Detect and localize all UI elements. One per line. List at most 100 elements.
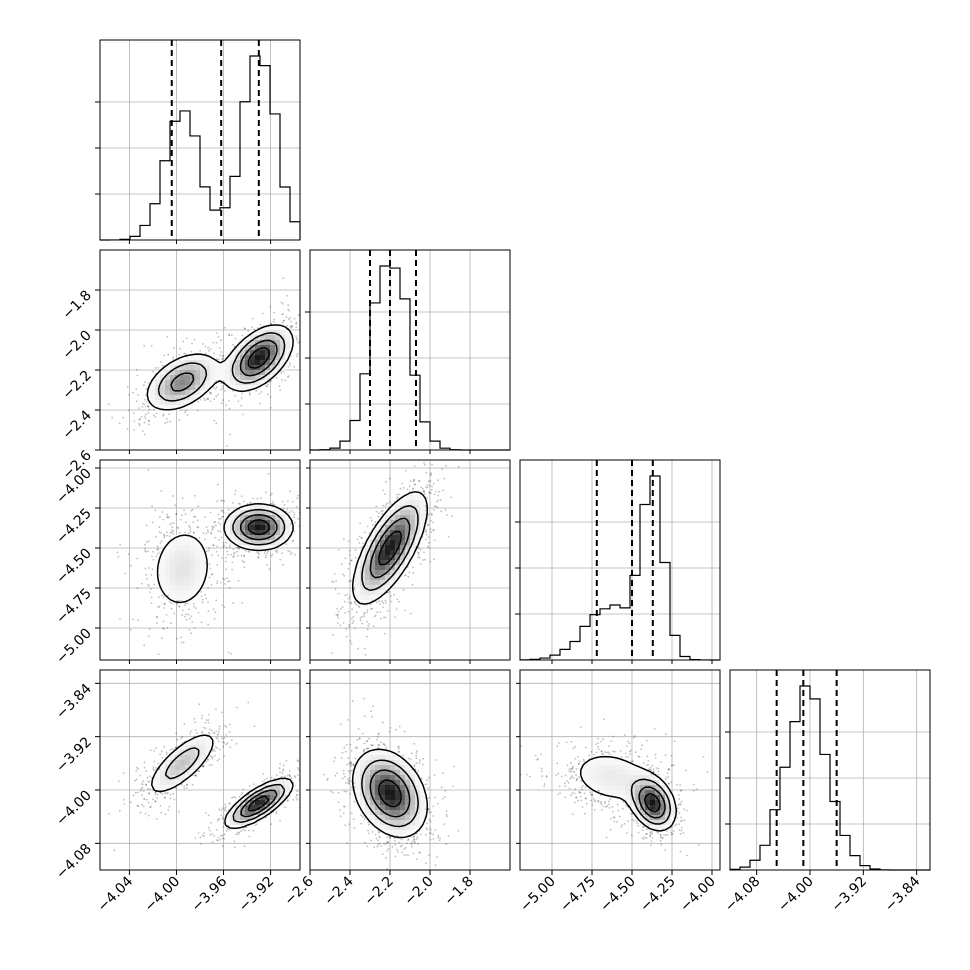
scatter-point bbox=[151, 521, 154, 524]
scatter-point bbox=[335, 523, 337, 525]
density-cell bbox=[260, 365, 266, 371]
scatter-point bbox=[291, 552, 293, 554]
scatter-point bbox=[166, 627, 169, 629]
scatter-point bbox=[207, 398, 210, 401]
scatter-point bbox=[217, 530, 220, 532]
scatter-point bbox=[218, 538, 221, 541]
scatter-point bbox=[370, 607, 372, 610]
density-cell bbox=[265, 340, 271, 346]
density-cell bbox=[160, 565, 166, 571]
scatter-point bbox=[148, 585, 150, 587]
scatter-point bbox=[224, 806, 227, 808]
scatter-point bbox=[156, 622, 158, 624]
scatter-point bbox=[222, 511, 225, 514]
scatter-point bbox=[152, 769, 155, 772]
density-cell bbox=[400, 545, 406, 551]
density-cell bbox=[405, 530, 411, 536]
density-cell bbox=[375, 570, 381, 576]
density-cell bbox=[170, 570, 176, 576]
scatter-point bbox=[223, 390, 226, 392]
density-cell bbox=[255, 380, 261, 386]
scatter-point bbox=[208, 731, 210, 734]
scatter-point bbox=[291, 501, 294, 503]
scatter-point bbox=[343, 575, 346, 577]
density-cell bbox=[360, 600, 366, 606]
density-cell bbox=[245, 375, 251, 381]
scatter-point bbox=[207, 547, 210, 549]
scatter-point bbox=[266, 385, 269, 388]
scatter-point bbox=[188, 617, 191, 620]
scatter-point bbox=[243, 561, 246, 563]
density-cell bbox=[210, 365, 216, 371]
scatter-point bbox=[425, 471, 428, 474]
scatter-point bbox=[236, 550, 238, 553]
scatter-point bbox=[232, 796, 235, 798]
scatter-point bbox=[285, 316, 288, 319]
scatter-point bbox=[351, 608, 353, 610]
density-cell bbox=[390, 550, 396, 556]
scatter-point bbox=[381, 600, 383, 603]
scatter-point bbox=[267, 383, 269, 386]
scatter-point bbox=[158, 596, 161, 599]
density-cell bbox=[390, 515, 396, 521]
density-cell bbox=[195, 375, 201, 381]
scatter-point bbox=[222, 545, 225, 547]
scatter-point bbox=[207, 397, 209, 400]
scatter-point bbox=[136, 557, 139, 560]
density-cell bbox=[390, 575, 396, 581]
scatter-point bbox=[427, 546, 430, 549]
scatter-point bbox=[362, 542, 364, 545]
density-cell bbox=[265, 370, 271, 376]
scatter-point bbox=[354, 600, 356, 603]
density-cell bbox=[205, 380, 211, 386]
scatter-point bbox=[232, 556, 235, 558]
scatter-point bbox=[287, 799, 289, 802]
density-cell bbox=[380, 530, 386, 536]
scatter-point bbox=[430, 492, 432, 494]
scatter-point bbox=[155, 412, 158, 415]
scatter-point bbox=[207, 623, 210, 626]
scatter-point bbox=[307, 337, 309, 339]
scatter-point bbox=[247, 550, 250, 553]
scatter-point bbox=[385, 480, 387, 483]
scatter-point bbox=[270, 823, 273, 826]
scatter-point bbox=[157, 762, 160, 765]
scatter-point bbox=[135, 368, 138, 371]
scatter-point bbox=[396, 598, 399, 601]
scatter-point bbox=[119, 543, 121, 546]
scatter-point bbox=[210, 554, 213, 556]
scatter-point bbox=[142, 780, 145, 783]
density-cell bbox=[200, 355, 206, 361]
density-cell bbox=[200, 570, 206, 576]
density-cell bbox=[355, 585, 361, 591]
scatter-point bbox=[175, 513, 178, 515]
density-cell bbox=[200, 575, 206, 581]
density-cell bbox=[190, 585, 196, 591]
scatter-point bbox=[209, 392, 212, 394]
density-cell bbox=[155, 400, 161, 406]
density-cell bbox=[230, 515, 236, 521]
scatter-point bbox=[257, 556, 260, 558]
scatter-point bbox=[140, 787, 143, 790]
density-cell bbox=[195, 355, 201, 361]
scatter-point bbox=[145, 784, 148, 786]
scatter-point bbox=[433, 493, 436, 496]
scatter-point bbox=[216, 738, 219, 740]
density-cell bbox=[415, 530, 421, 536]
scatter-point bbox=[203, 397, 205, 400]
scatter-point bbox=[191, 508, 194, 511]
density-cell bbox=[260, 535, 266, 541]
scatter-point bbox=[225, 568, 227, 571]
scatter-point bbox=[290, 509, 293, 512]
scatter-point bbox=[150, 749, 152, 752]
scatter-point bbox=[294, 521, 296, 524]
density-cell bbox=[185, 355, 191, 361]
scatter-point bbox=[195, 732, 198, 735]
scatter-point bbox=[202, 765, 205, 768]
density-cell bbox=[200, 375, 206, 381]
density-cell bbox=[395, 535, 401, 541]
scatter-point bbox=[344, 594, 347, 597]
scatter-point bbox=[197, 770, 200, 772]
scatter-point bbox=[213, 617, 216, 620]
scatter-point bbox=[178, 353, 181, 356]
